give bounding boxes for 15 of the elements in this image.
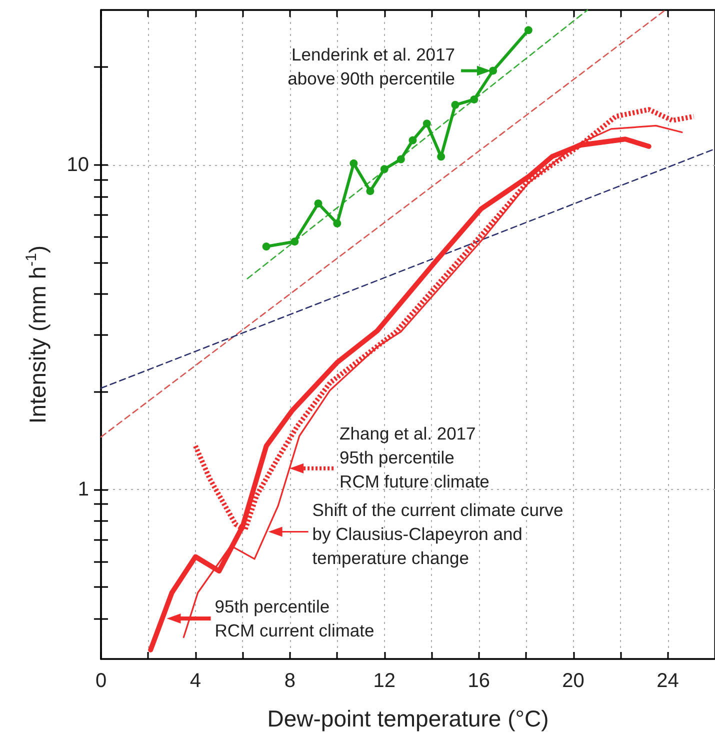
annotation: 95th percentile RCM current climate: [214, 596, 374, 640]
x-tick-label: 8: [284, 670, 296, 692]
annotation: Shift of the current climate curve by Clausius-Clapeyron and temperature change: [312, 500, 564, 568]
x-tick-label: 24: [656, 670, 679, 692]
y-tick-label: 1: [78, 478, 89, 500]
x-tick-label: 0: [95, 670, 107, 692]
x-tick-label: 16: [468, 670, 490, 692]
y-tick-label: 10: [66, 154, 89, 176]
x-tick-label: 12: [373, 670, 396, 692]
annotation: Lenderink et al. 2017 above 90th percentile: [288, 44, 456, 89]
y-axis-title: Intensity (mm h-1): [23, 245, 50, 424]
x-axis-title: Dew-point temperature (°C): [267, 706, 549, 732]
annotation: Zhang et al. 2017 95th percentile RCM future climate: [340, 423, 490, 492]
x-tick-label: 20: [562, 670, 584, 692]
x-tick-label: 4: [190, 670, 202, 692]
